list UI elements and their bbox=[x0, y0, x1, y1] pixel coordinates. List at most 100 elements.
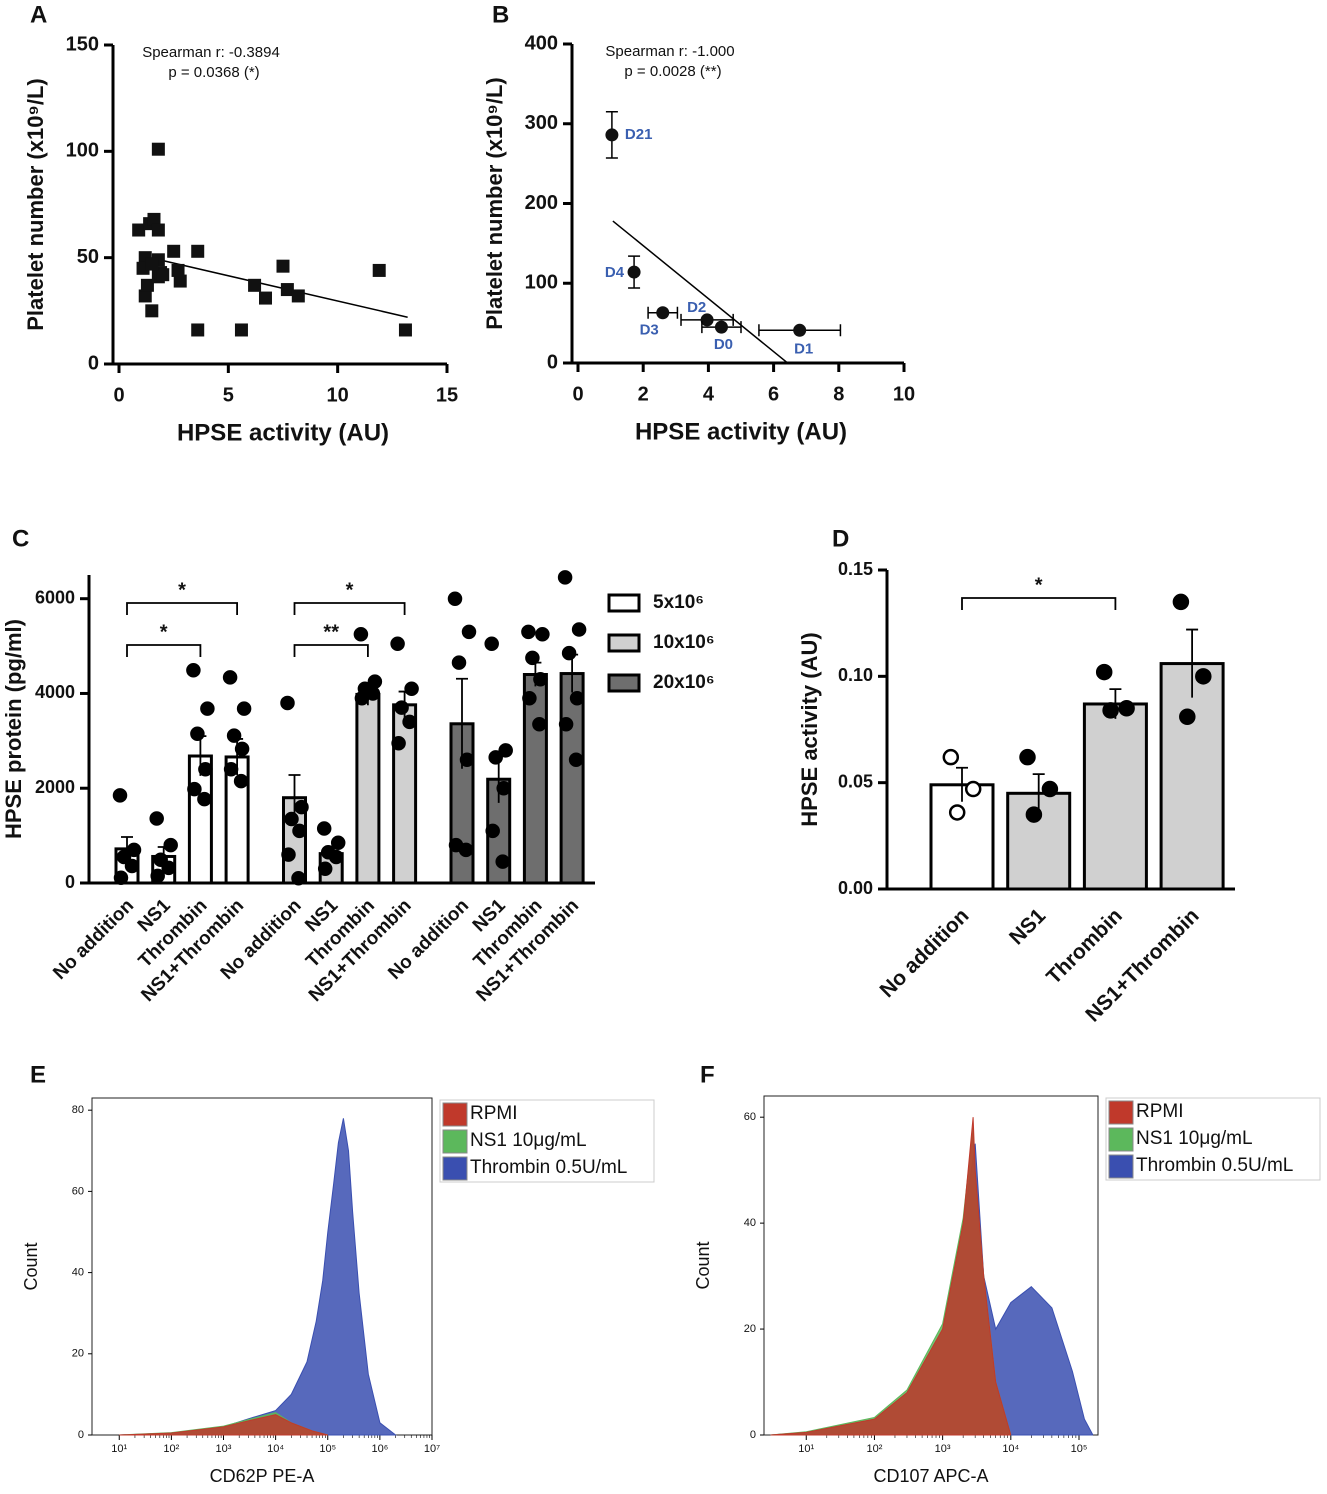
x-tick-label: NS1 bbox=[1005, 904, 1050, 949]
data-point bbox=[948, 804, 966, 821]
bar bbox=[355, 692, 381, 885]
y-tick-label: 0.05 bbox=[838, 771, 873, 791]
data-point bbox=[402, 714, 417, 730]
point bbox=[151, 142, 165, 156]
data-point bbox=[488, 750, 503, 765]
data-point bbox=[568, 752, 584, 768]
x-tick-label: 10¹ bbox=[111, 1443, 127, 1455]
data-point bbox=[522, 690, 537, 706]
y-tick-label: 2000 bbox=[35, 777, 75, 797]
y-tick-label: 400 bbox=[525, 32, 558, 54]
data-point bbox=[390, 636, 405, 651]
panel: A 0 50 100 150 0 5 10 15 Platelet number (x10⁹/L)… bbox=[23, 1, 458, 446]
point bbox=[398, 323, 412, 337]
legend-label: 20x10⁶ bbox=[653, 672, 715, 693]
y-tick-label: 0.10 bbox=[838, 665, 873, 685]
data-point bbox=[459, 752, 475, 768]
y-axis-title: Count bbox=[21, 1242, 41, 1290]
point bbox=[171, 263, 185, 277]
histogram-area bbox=[119, 1414, 328, 1436]
data-point bbox=[284, 811, 299, 827]
x-axis-title: HPSE activity (AU) bbox=[177, 419, 389, 446]
histogram-area bbox=[119, 1118, 398, 1436]
y-tick-label: 0 bbox=[750, 1429, 756, 1441]
error-bar bbox=[1109, 688, 1122, 719]
data-point bbox=[126, 842, 142, 858]
x-tick-label: 10 bbox=[327, 384, 349, 406]
y-tick-label: 0.00 bbox=[838, 878, 873, 898]
y-tick-label: 300 bbox=[525, 112, 558, 134]
data-point bbox=[161, 860, 176, 876]
y-tick-label: 150 bbox=[66, 33, 99, 55]
bar bbox=[522, 673, 548, 885]
data-point bbox=[190, 726, 205, 741]
y-tick-label: 100 bbox=[66, 140, 99, 162]
point bbox=[793, 323, 807, 337]
point-label: D3 bbox=[640, 322, 659, 339]
legend-swatch bbox=[1108, 1100, 1134, 1125]
fit-line bbox=[140, 254, 408, 318]
y-tick-label: 0.15 bbox=[838, 559, 873, 579]
point bbox=[605, 128, 619, 142]
data-point bbox=[353, 626, 369, 642]
data-point bbox=[557, 570, 573, 585]
x-tick-label: 10² bbox=[163, 1443, 179, 1455]
x-tick-label: No addition bbox=[876, 904, 974, 1002]
data-point bbox=[163, 837, 178, 853]
error-bar bbox=[492, 754, 505, 803]
y-tick-label: 0 bbox=[547, 351, 558, 373]
x-tick-label: 6 bbox=[768, 383, 779, 405]
y-tick-label: 0 bbox=[65, 872, 75, 892]
data-point bbox=[328, 849, 344, 865]
data-point bbox=[200, 701, 215, 716]
x-tick-label: 5 bbox=[223, 384, 234, 406]
error-bar bbox=[1186, 628, 1199, 698]
data-point bbox=[558, 717, 574, 732]
y-tick-label: 20 bbox=[72, 1348, 84, 1360]
point bbox=[147, 212, 161, 226]
point bbox=[145, 304, 159, 318]
legend-swatch bbox=[607, 633, 641, 653]
fit-line bbox=[612, 220, 788, 363]
point bbox=[191, 323, 205, 337]
y-tick-label: 6000 bbox=[35, 587, 75, 607]
data-point bbox=[198, 762, 213, 777]
legend-label: NS1 10μg/mL bbox=[470, 1130, 587, 1151]
error-bar bbox=[121, 836, 133, 861]
point bbox=[276, 259, 290, 273]
significance-bracket bbox=[293, 644, 369, 657]
significance-label: ** bbox=[323, 621, 339, 643]
x-axis-title: CD62P PE-A bbox=[210, 1466, 315, 1486]
data-point bbox=[496, 780, 511, 796]
significance-bracket bbox=[126, 602, 238, 615]
x-tick-label: 10⁷ bbox=[424, 1443, 440, 1455]
bar bbox=[392, 703, 418, 885]
point-label: D2 bbox=[687, 299, 706, 316]
data-point bbox=[233, 773, 249, 789]
data-point bbox=[1172, 593, 1190, 611]
data-point bbox=[291, 871, 306, 886]
x-tick-label: 2 bbox=[638, 383, 649, 405]
data-point bbox=[354, 690, 370, 706]
data-point bbox=[150, 868, 165, 884]
point bbox=[132, 223, 146, 237]
legend-swatch bbox=[607, 673, 641, 693]
data-point bbox=[317, 861, 333, 877]
data-point bbox=[569, 690, 585, 706]
error-bar bbox=[529, 661, 542, 687]
annotation: p = 0.0028 (**) bbox=[624, 63, 721, 80]
significance-label: * bbox=[178, 579, 186, 601]
point bbox=[372, 263, 386, 277]
x-tick-label: 10⁵ bbox=[1071, 1443, 1088, 1455]
error-bar bbox=[288, 774, 301, 821]
y-tick-label: 4000 bbox=[35, 682, 75, 702]
significance-label: * bbox=[160, 621, 168, 643]
data-point bbox=[280, 695, 295, 711]
y-tick-label: 40 bbox=[744, 1217, 756, 1229]
data-point bbox=[458, 842, 474, 858]
data-point bbox=[461, 624, 477, 640]
x-tick-label: 10 bbox=[893, 383, 915, 405]
data-point bbox=[234, 741, 250, 757]
data-point bbox=[1195, 668, 1212, 685]
